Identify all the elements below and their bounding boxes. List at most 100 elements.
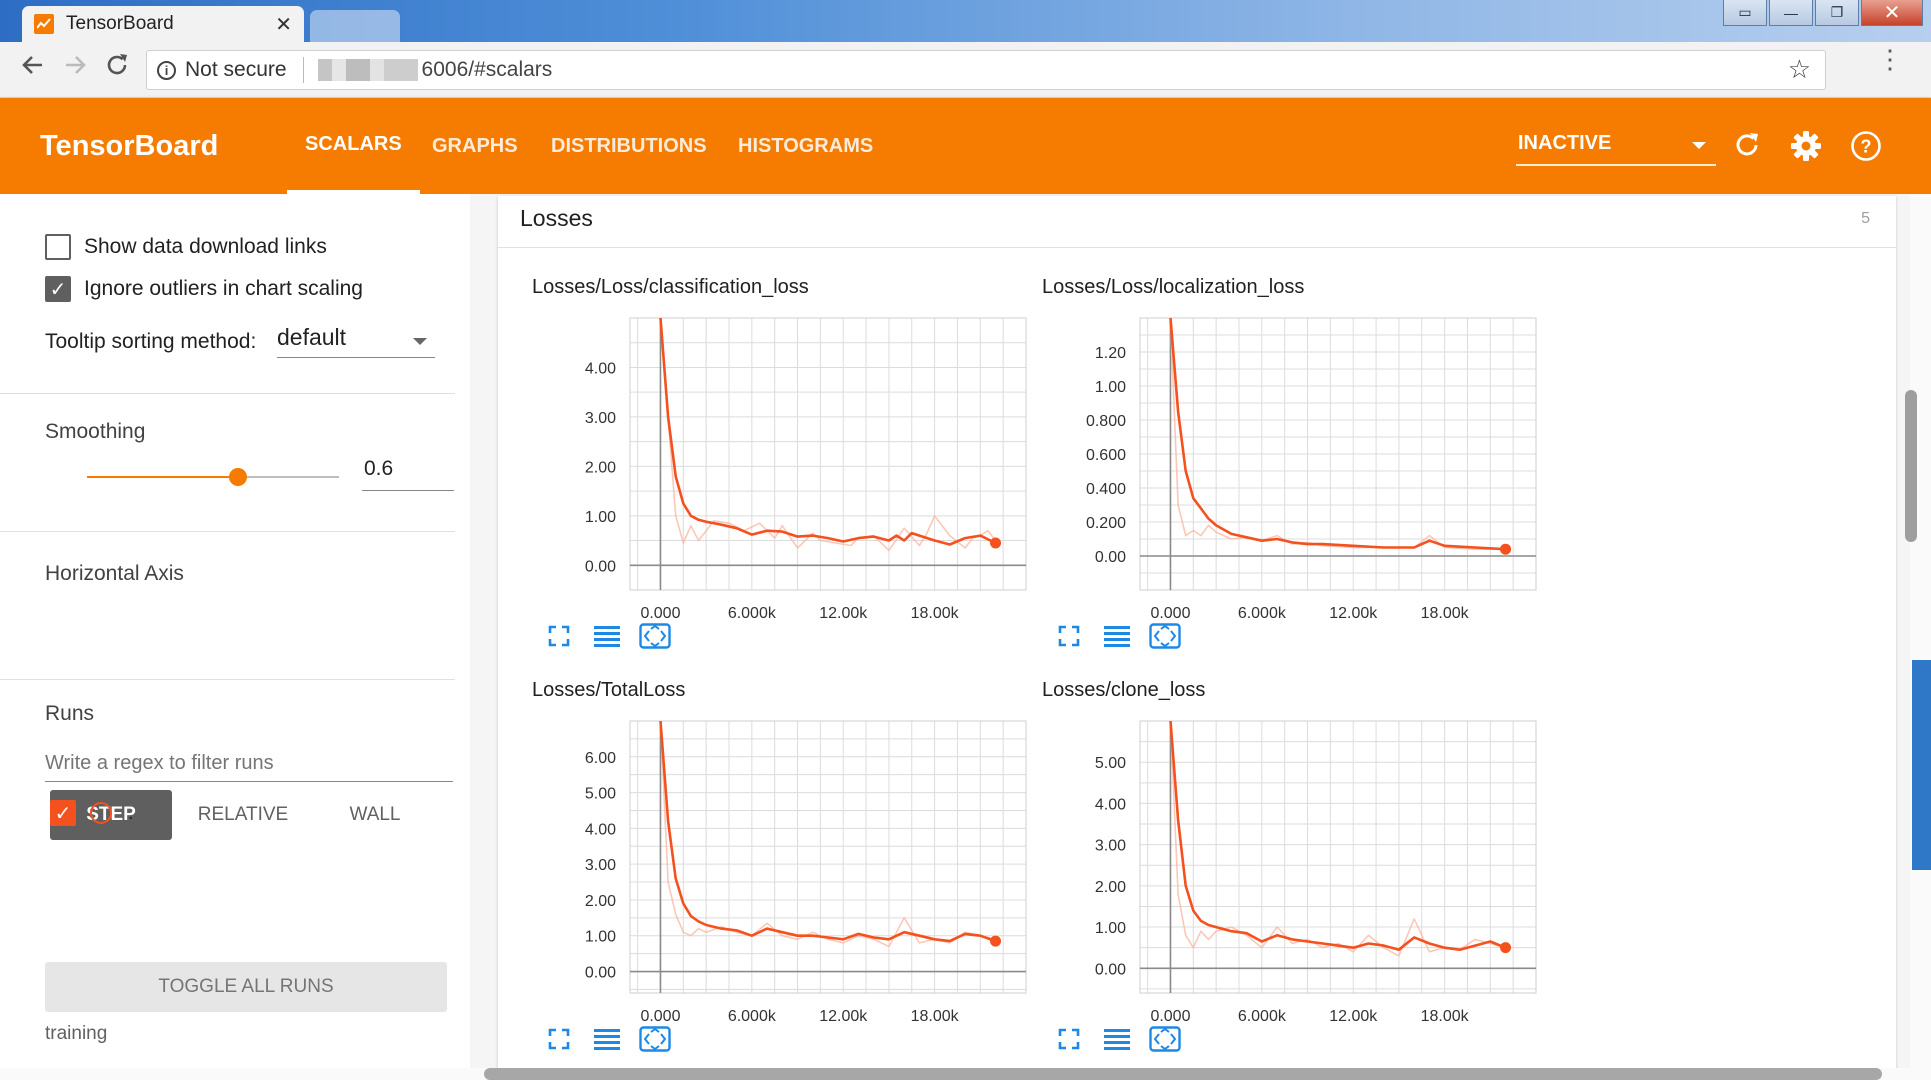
app-header: TensorBoard SCALARS GRAPHS DISTRIBUTIONS… xyxy=(0,98,1931,194)
info-icon[interactable]: i xyxy=(157,60,176,80)
toggle-log-scale-icon[interactable] xyxy=(590,622,624,650)
tab-histograms[interactable]: HISTOGRAMS xyxy=(738,134,874,157)
fit-domain-icon[interactable] xyxy=(638,1025,672,1053)
expand-chart-icon[interactable] xyxy=(542,622,576,650)
y-tick-label: 4.00 xyxy=(1095,796,1126,813)
smoothing-section: Smoothing xyxy=(0,394,455,532)
category-header[interactable]: Losses 5 xyxy=(498,196,1896,248)
plot-frame xyxy=(629,720,1027,994)
address-bar[interactable]: i Not secure 6006/#scalars ☆ xyxy=(146,50,1826,90)
expand-chart-icon[interactable] xyxy=(542,1025,576,1053)
y-tick-label: 0.00 xyxy=(1095,549,1126,566)
window-close-button[interactable]: ✕ xyxy=(1861,0,1923,26)
window-minimize-button[interactable]: — xyxy=(1769,0,1813,26)
last-point-marker[interactable] xyxy=(990,537,1002,549)
show-download-links-label: Show data download links xyxy=(84,235,327,258)
tab-graphs[interactable]: GRAPHS xyxy=(432,134,518,157)
horizontal-axis-section: Horizontal Axis xyxy=(0,532,455,680)
y-tick-label: 5.00 xyxy=(585,786,616,803)
axis-relative-button[interactable]: RELATIVE xyxy=(197,804,289,825)
y-tick-label: 0.00 xyxy=(1095,961,1126,978)
tab-close-icon[interactable]: ✕ xyxy=(275,13,292,36)
raw-series-line xyxy=(659,721,996,948)
smoothing-slider[interactable] xyxy=(87,468,339,486)
browser-tab-background[interactable] xyxy=(310,10,400,42)
fit-domain-icon[interactable] xyxy=(638,622,672,650)
address-separator xyxy=(302,57,304,83)
chart-plot[interactable]: 0.00 1.00 2.00 3.00 4.00 0.000 6.000k 12.00k 18.… xyxy=(532,304,1052,630)
chart-title: Losses/Loss/localization_loss xyxy=(1042,276,1305,298)
back-arrow-icon[interactable] xyxy=(20,52,46,85)
x-tick-label: 6.000k xyxy=(728,605,777,622)
y-tick-label: 0.200 xyxy=(1086,515,1126,532)
y-tick-label: 1.00 xyxy=(585,929,616,946)
toggle-log-scale-icon[interactable] xyxy=(1100,622,1134,650)
reload-status-select[interactable]: INACTIVE xyxy=(1516,128,1716,166)
window-restore-button[interactable]: ❐ xyxy=(1815,0,1859,26)
y-tick-label: 3.00 xyxy=(585,857,616,874)
app-brand: TensorBoard xyxy=(40,130,219,162)
reload-icon[interactable] xyxy=(104,52,130,85)
vertical-scrollbar-thumb[interactable] xyxy=(1905,390,1917,542)
run-name: . xyxy=(128,801,134,824)
y-tick-label: 6.00 xyxy=(585,750,616,767)
url-text: 6006/#scalars xyxy=(421,58,553,81)
y-tick-label: 0.600 xyxy=(1086,447,1126,464)
y-tick-label: 3.00 xyxy=(1095,838,1126,855)
dropdown-arrow-icon xyxy=(413,338,427,345)
chart-toolbar xyxy=(542,622,686,650)
chart-plot[interactable]: 0.00 1.00 2.00 3.00 4.00 5.00 0.000 6.000k 12.00… xyxy=(1042,707,1562,1033)
status-value: INACTIVE xyxy=(1518,132,1612,154)
tensorboard-favicon-icon xyxy=(34,14,54,34)
chart-title: Losses/Loss/classification_loss xyxy=(532,276,809,298)
category-title: Losses xyxy=(520,205,593,231)
show-download-links-checkbox[interactable] xyxy=(45,234,71,260)
browser-tab-tensorboard[interactable]: TensorBoard ✕ xyxy=(22,6,304,42)
tab-scalars[interactable]: SCALARS xyxy=(287,98,420,194)
help-icon[interactable]: ? xyxy=(1850,130,1882,167)
ignore-outliers-option[interactable]: ✓ Ignore outliers in chart scaling xyxy=(45,276,363,302)
fit-domain-icon[interactable] xyxy=(1148,1025,1182,1053)
tab-distributions[interactable]: DISTRIBUTIONS xyxy=(551,134,707,157)
browser-titlebar: TensorBoard ✕ ▭ — ❐ ✕ xyxy=(0,0,1931,42)
expand-chart-icon[interactable] xyxy=(1052,1025,1086,1053)
x-tick-label: 18.00k xyxy=(911,1008,960,1025)
last-point-marker[interactable] xyxy=(1500,942,1512,954)
refresh-icon[interactable] xyxy=(1732,130,1762,165)
run-item[interactable]: ✓ . xyxy=(50,800,134,826)
smoothed-series-line xyxy=(1169,318,1506,551)
y-tick-label: 0.800 xyxy=(1086,413,1126,430)
ignore-outliers-checkbox[interactable]: ✓ xyxy=(45,276,71,302)
window-user-button[interactable]: ▭ xyxy=(1723,0,1767,26)
horizontal-scrollbar-thumb[interactable] xyxy=(484,1068,1882,1080)
chart-plot[interactable]: 0.00 1.00 2.00 3.00 4.00 5.00 6.00 0.000 6.000k 1… xyxy=(532,707,1052,1033)
run-checkbox[interactable]: ✓ xyxy=(50,800,76,826)
run-color-swatch[interactable] xyxy=(90,802,112,824)
x-tick-label: 18.00k xyxy=(1421,1008,1470,1025)
axis-wall-button[interactable]: WALL xyxy=(349,804,401,825)
toggle-all-runs-button[interactable]: TOGGLE ALL RUNS xyxy=(45,962,447,1012)
last-point-marker[interactable] xyxy=(1500,543,1512,555)
run-filter-input[interactable] xyxy=(45,746,453,782)
browser-menu-icon[interactable]: ⋮ xyxy=(1877,44,1903,74)
y-tick-label: 0.400 xyxy=(1086,481,1126,498)
tooltip-sort-value: default xyxy=(277,324,347,350)
bookmark-star-icon[interactable]: ☆ xyxy=(1787,54,1811,84)
y-tick-label: 2.00 xyxy=(585,893,616,910)
tooltip-sort-select[interactable]: default xyxy=(277,324,435,358)
toggle-log-scale-icon[interactable] xyxy=(1100,1025,1134,1053)
window-controls: ▭ — ❐ ✕ xyxy=(1721,0,1923,26)
last-point-marker[interactable] xyxy=(990,935,1002,947)
forward-arrow-icon[interactable] xyxy=(62,52,88,85)
sidebar-options-section: Show data download links ✓ Ignore outlie… xyxy=(0,194,455,394)
show-download-links-option[interactable]: Show data download links xyxy=(45,234,327,260)
chart-plot[interactable]: 0.00 0.200 0.400 0.600 0.800 1.00 1.20 0.000 6.0… xyxy=(1042,304,1562,630)
raw-series-line xyxy=(1169,721,1506,957)
expand-chart-icon[interactable] xyxy=(1052,622,1086,650)
smoothing-value-input[interactable]: 0.6 xyxy=(362,457,454,491)
y-tick-label: 3.00 xyxy=(585,410,616,427)
smoothing-slider-thumb[interactable] xyxy=(229,468,248,486)
toggle-log-scale-icon[interactable] xyxy=(590,1025,624,1053)
settings-icon[interactable] xyxy=(1790,130,1822,167)
fit-domain-icon[interactable] xyxy=(1148,622,1182,650)
